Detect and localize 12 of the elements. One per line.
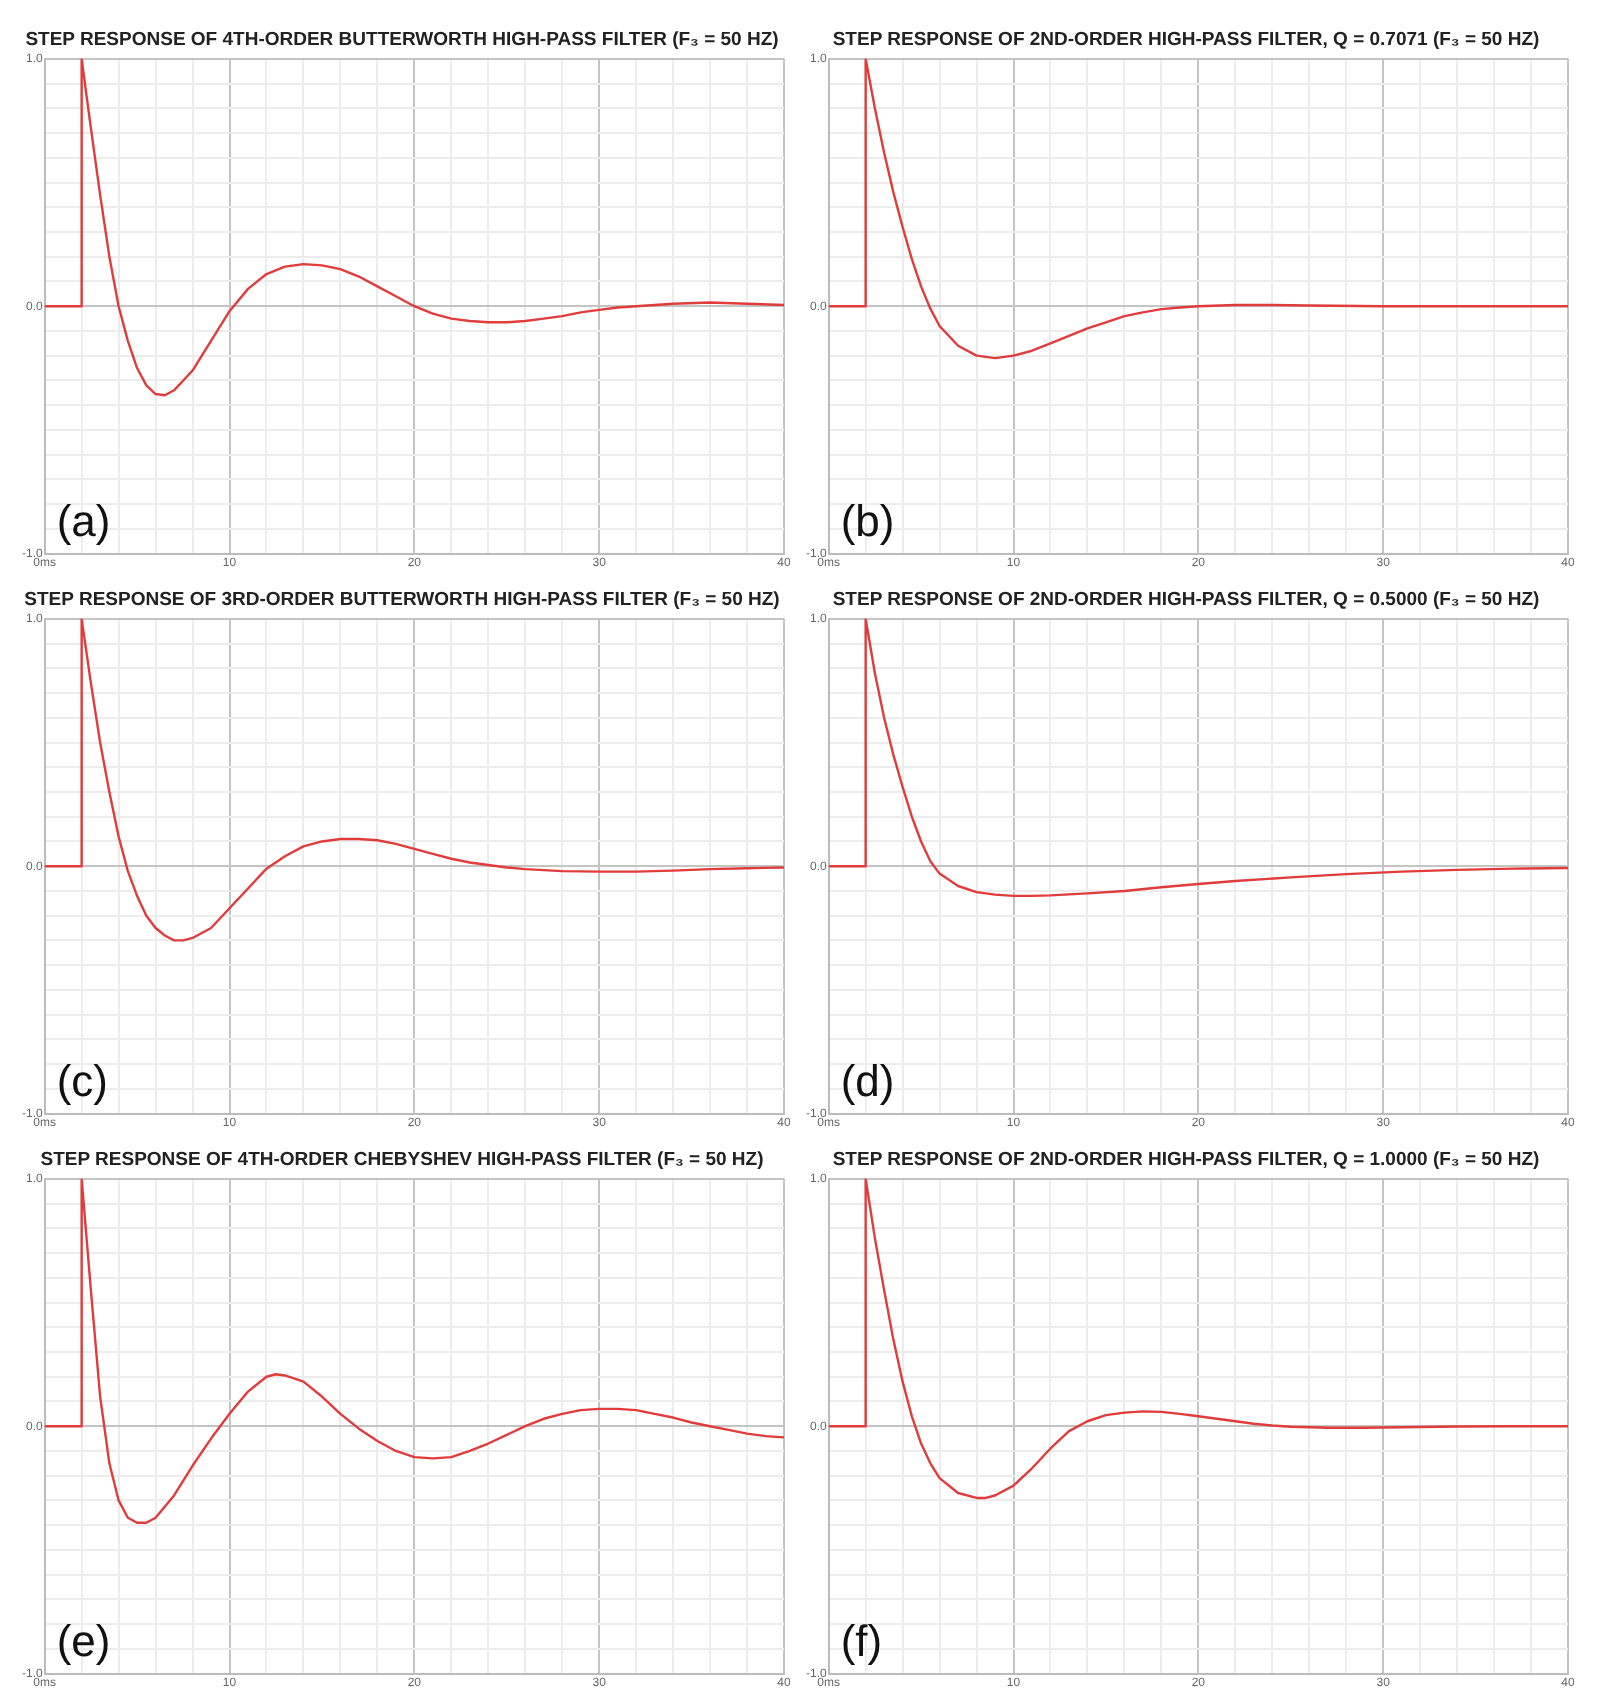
chart-title: STEP RESPONSE OF 3RD-ORDER BUTTERWORTH HIGH-PASS FILTER (F₃ = 50 HZ): [24, 588, 780, 611]
annotation: (d): [840, 1055, 895, 1106]
annotation: (a): [56, 495, 111, 546]
chart-title: STEP RESPONSE OF 2ND-ORDER HIGH-PASS FILTER, Q = 1.0000 (F₃ = 50 HZ): [832, 1148, 1540, 1171]
chart-title: STEP RESPONSE OF 2ND-ORDER HIGH-PASS FILTER, Q = 0.5000 (F₃ = 50 HZ): [832, 588, 1540, 611]
chart-title: STEP RESPONSE OF 2ND-ORDER HIGH-PASS FILTER, Q = 0.7071 (F₃ = 50 HZ): [832, 28, 1540, 51]
annotation: (f): [840, 1615, 883, 1666]
chart-title: STEP RESPONSE OF 4TH-ORDER CHEBYSHEV HIGH-PASS FILTER (F₃ = 50 HZ): [40, 1148, 764, 1171]
chart-title: STEP RESPONSE OF 4TH-ORDER BUTTERWORTH HIGH-PASS FILTER (F₃ = 50 HZ): [25, 28, 779, 51]
annotation: (b): [840, 495, 895, 546]
annotation: (e): [56, 1615, 111, 1666]
annotation: (c): [56, 1055, 108, 1106]
